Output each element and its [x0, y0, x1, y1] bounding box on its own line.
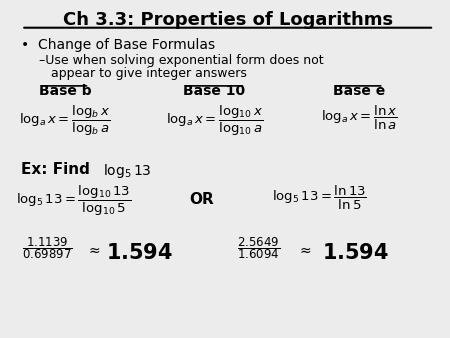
- Text: Ex: Find: Ex: Find: [21, 162, 95, 177]
- Text: $\approx$: $\approx$: [297, 243, 312, 257]
- Text: $\log_5 13 = \dfrac{\log_{10} 13}{\log_{10} 5}$: $\log_5 13 = \dfrac{\log_{10} 13}{\log_{…: [16, 184, 132, 218]
- Text: Base 10: Base 10: [184, 84, 246, 98]
- Text: Base e: Base e: [333, 84, 386, 98]
- Text: Base b: Base b: [39, 84, 91, 98]
- Text: $\mathbf{1.594}$: $\mathbf{1.594}$: [321, 243, 388, 263]
- Text: –Use when solving exponential form does not: –Use when solving exponential form does …: [39, 54, 324, 67]
- Text: •  Change of Base Formulas: • Change of Base Formulas: [21, 38, 216, 52]
- Text: $\dfrac{2.5649}{1.6094}$: $\dfrac{2.5649}{1.6094}$: [237, 236, 280, 261]
- Text: $\dfrac{1.1139}{0.69897}$: $\dfrac{1.1139}{0.69897}$: [22, 236, 73, 261]
- Text: $\log_a x = \dfrac{\log_b x}{\log_b a}$: $\log_a x = \dfrac{\log_b x}{\log_b a}$: [19, 104, 111, 138]
- Text: appear to give integer answers: appear to give integer answers: [39, 67, 247, 80]
- Text: $\log_a x = \dfrac{\ln x}{\ln a}$: $\log_a x = \dfrac{\ln x}{\ln a}$: [321, 104, 398, 132]
- Text: Ch 3.3: Properties of Logarithms: Ch 3.3: Properties of Logarithms: [63, 11, 393, 29]
- Text: $\approx$: $\approx$: [86, 243, 101, 257]
- Text: $\log_5 13 = \dfrac{\ln 13}{\ln 5}$: $\log_5 13 = \dfrac{\ln 13}{\ln 5}$: [272, 184, 367, 212]
- Text: $\log_5 13$: $\log_5 13$: [103, 162, 151, 180]
- Text: $\mathbf{1.594}$: $\mathbf{1.594}$: [106, 243, 173, 263]
- Text: OR: OR: [189, 192, 214, 207]
- Text: $\log_a x = \dfrac{\log_{10} x}{\log_{10} a}$: $\log_a x = \dfrac{\log_{10} x}{\log_{10…: [166, 104, 263, 138]
